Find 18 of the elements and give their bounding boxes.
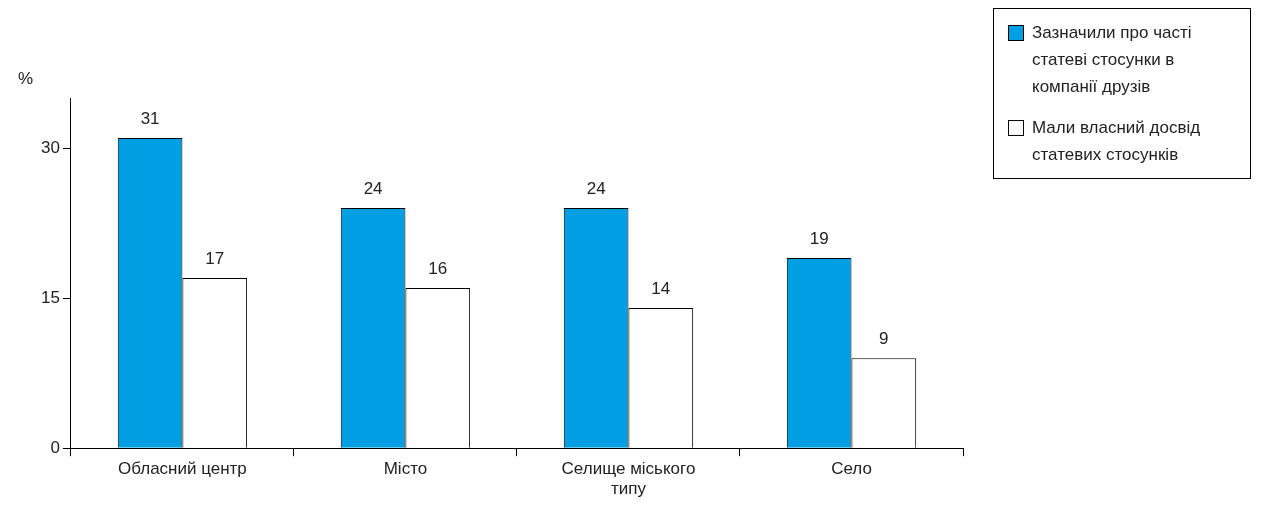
- data-label: 31: [140, 109, 160, 129]
- text: Мали власний досвід статевих стосунків: [1032, 117, 1202, 166]
- legend-label: Зазначили про часті статеві стосунки в компанії друзів: [1032, 22, 1193, 98]
- x-tick-label: Селище міського типу: [561, 459, 696, 499]
- data-label: 16: [428, 259, 448, 279]
- x-tick-label: Село: [831, 459, 872, 479]
- y-tick-label: 0: [50, 437, 60, 457]
- data-label: 19: [809, 229, 829, 249]
- data-label: 14: [651, 279, 671, 299]
- y-tick-label: 15: [40, 287, 60, 307]
- x-tick-label: Місто: [383, 459, 428, 479]
- data-label: 9: [879, 329, 889, 349]
- y-axis-title: %: [18, 69, 34, 89]
- data-label: 24: [363, 179, 383, 199]
- data-label: 17: [205, 249, 225, 269]
- data-label: 24: [586, 179, 606, 199]
- y-tick-label: 30: [40, 137, 60, 157]
- x-tick-label: Обласний центр: [118, 459, 247, 479]
